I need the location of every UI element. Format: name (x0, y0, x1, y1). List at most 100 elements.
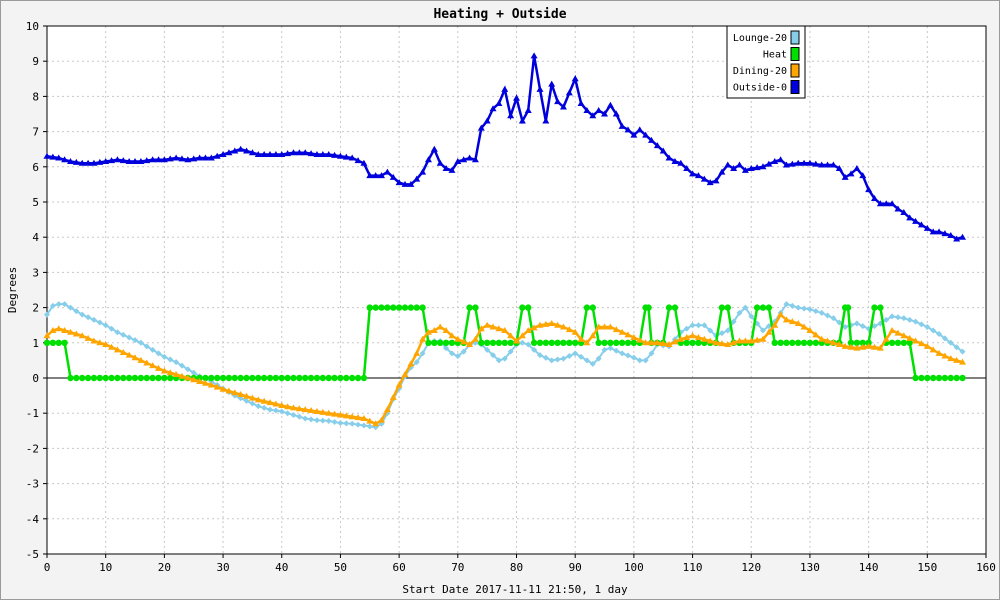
data-point (108, 343, 116, 350)
data-point (683, 334, 691, 341)
data-point (190, 369, 197, 376)
data-point (759, 163, 767, 170)
data-point (155, 364, 163, 371)
data-point (237, 391, 245, 398)
data-point (959, 348, 966, 355)
data-point (272, 407, 279, 414)
data-point (55, 301, 62, 308)
data-point (73, 308, 80, 315)
data-point (460, 348, 467, 355)
data-point (566, 339, 573, 346)
data-point (90, 337, 98, 344)
data-point (243, 374, 250, 382)
data-point (261, 404, 268, 411)
data-point (959, 358, 967, 365)
data-point (143, 157, 151, 164)
data-point (125, 158, 133, 165)
x-tick-label: 110 (683, 561, 703, 574)
data-point (172, 370, 180, 377)
data-point (771, 321, 779, 328)
y-axis-label: Degrees (6, 267, 19, 313)
data-point (49, 339, 57, 346)
data-point (424, 328, 432, 335)
data-point (619, 350, 626, 357)
data-point (260, 374, 268, 382)
data-point (137, 374, 145, 382)
data-point (559, 323, 567, 330)
data-point (366, 423, 373, 430)
data-point (653, 142, 661, 149)
x-tick-label: 160 (976, 561, 996, 574)
data-point (119, 157, 127, 164)
data-point (348, 374, 356, 382)
data-point (706, 179, 714, 186)
data-point (935, 349, 943, 356)
data-point (636, 126, 644, 133)
data-point (255, 403, 262, 410)
data-point (689, 322, 696, 329)
data-point (847, 339, 855, 346)
x-tick-label: 80 (510, 561, 523, 574)
data-point (308, 416, 315, 423)
y-tick-label: 4 (32, 231, 39, 244)
data-point (131, 158, 139, 165)
data-point (947, 374, 954, 382)
data-point (718, 340, 726, 347)
data-point (777, 311, 785, 318)
data-point (536, 85, 544, 92)
data-point (366, 172, 374, 179)
data-point (471, 335, 479, 342)
data-point (724, 304, 731, 311)
data-point (601, 339, 608, 346)
y-tick-label: 0 (32, 372, 39, 385)
data-point (85, 314, 92, 321)
data-point (114, 329, 121, 336)
data-point (413, 349, 421, 356)
data-point (536, 339, 544, 346)
data-point (225, 387, 233, 394)
data-point (859, 343, 867, 350)
data-point (102, 158, 110, 165)
data-point (72, 158, 80, 165)
data-point (630, 131, 638, 138)
data-point (113, 346, 121, 353)
data-point (372, 304, 379, 311)
data-point (607, 345, 614, 352)
data-point (78, 159, 86, 166)
data-point (871, 304, 878, 311)
data-point (348, 154, 356, 161)
data-point (372, 420, 380, 427)
data-point (331, 374, 338, 382)
data-point (149, 374, 156, 382)
data-point (284, 410, 291, 417)
y-tick-label: 3 (32, 266, 39, 279)
data-point (161, 374, 168, 382)
y-tick-label: 9 (32, 55, 39, 68)
data-point (894, 339, 902, 346)
data-point (630, 334, 638, 341)
data-point (918, 374, 925, 382)
data-point (243, 147, 251, 154)
data-point (865, 186, 873, 193)
data-point (601, 346, 608, 353)
data-point (419, 304, 426, 311)
data-point (747, 337, 755, 344)
data-point (430, 145, 438, 152)
data-point (266, 150, 274, 157)
data-point (143, 374, 150, 382)
x-tick-label: 0 (44, 561, 51, 574)
data-point (161, 353, 168, 360)
data-point (284, 403, 292, 410)
data-point (178, 155, 186, 162)
data-point (812, 331, 820, 338)
series-outside-0 (43, 52, 967, 242)
legend-label: Dining-20 (733, 66, 787, 77)
data-point (630, 339, 638, 346)
data-point (249, 400, 256, 407)
data-point (219, 150, 227, 157)
data-point (765, 304, 773, 311)
data-point (313, 417, 320, 424)
data-point (160, 156, 168, 163)
legend-label: Heat (763, 50, 787, 61)
data-point (554, 98, 562, 105)
